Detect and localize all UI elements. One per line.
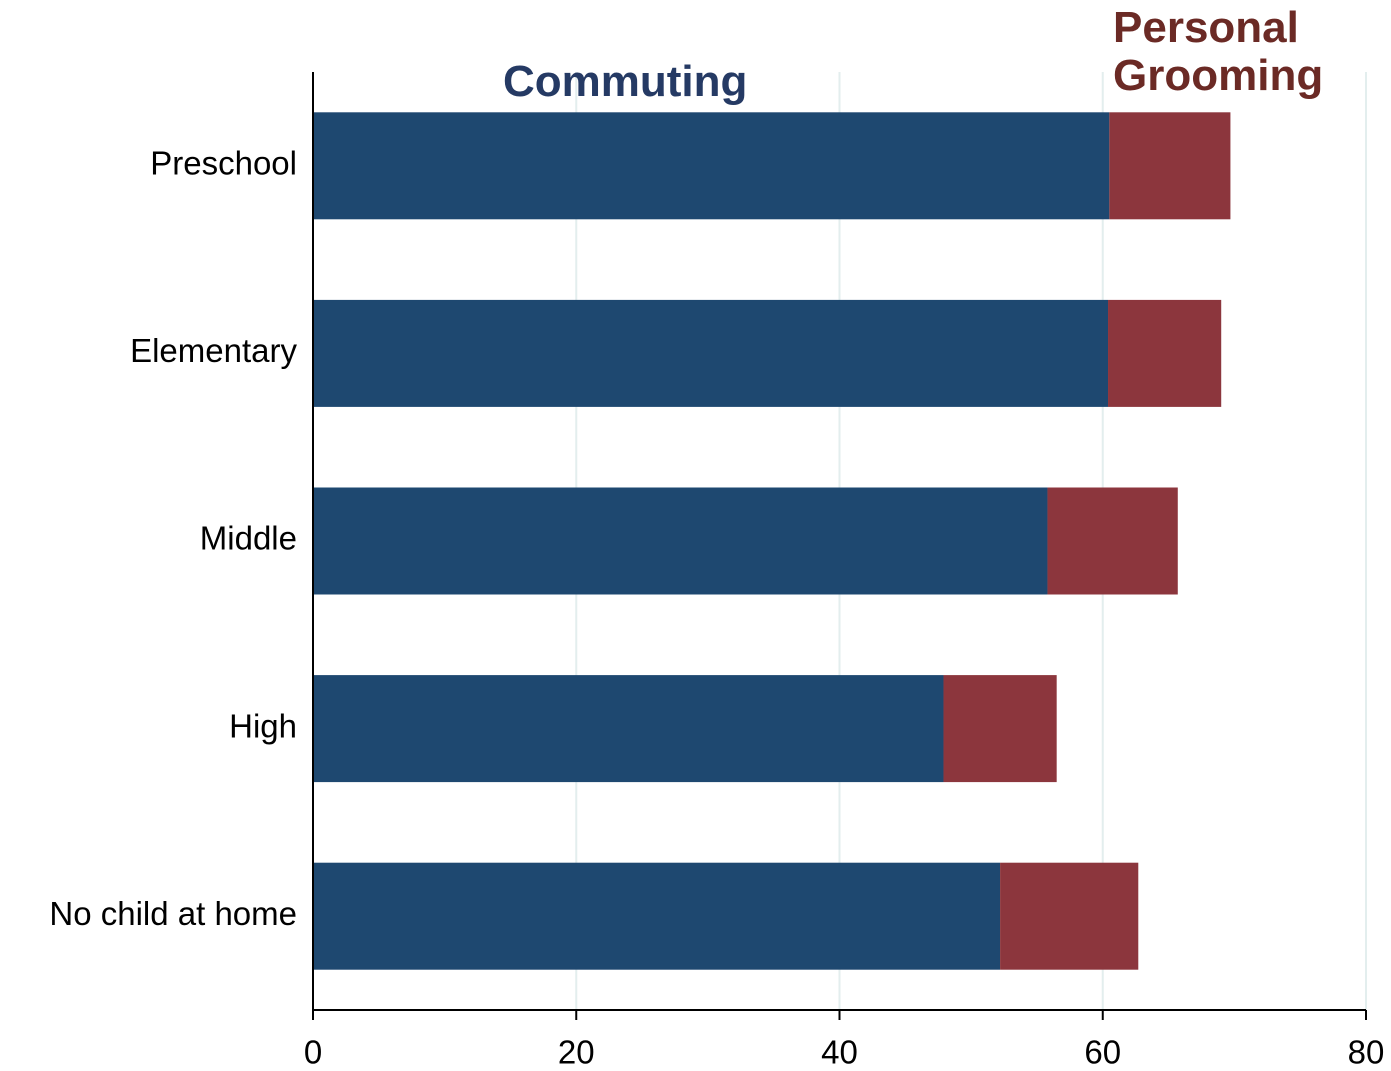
series-label: Personal Grooming	[1113, 3, 1324, 100]
y-tick-label: Preschool	[150, 145, 297, 182]
bar	[1000, 862, 1139, 970]
series-label: Commuting	[503, 57, 748, 106]
x-tick-label: 80	[1348, 1034, 1385, 1071]
x-tick-label: 60	[1084, 1034, 1121, 1071]
y-tick-label: No child at home	[49, 895, 297, 932]
bar	[1047, 487, 1178, 595]
y-tick-label: Elementary	[130, 332, 297, 369]
bar	[313, 299, 1109, 407]
x-tick-label: 0	[304, 1034, 322, 1071]
x-tick-label: 20	[558, 1034, 595, 1071]
y-tick-label: Middle	[200, 520, 297, 557]
bar	[1109, 112, 1231, 220]
x-tick-label: 40	[821, 1034, 858, 1071]
bar	[313, 675, 944, 783]
bar	[943, 675, 1057, 783]
bar	[313, 112, 1110, 220]
bar	[313, 862, 1001, 970]
bar	[313, 487, 1048, 595]
y-tick-label: High	[229, 707, 297, 744]
bar	[1108, 299, 1222, 407]
